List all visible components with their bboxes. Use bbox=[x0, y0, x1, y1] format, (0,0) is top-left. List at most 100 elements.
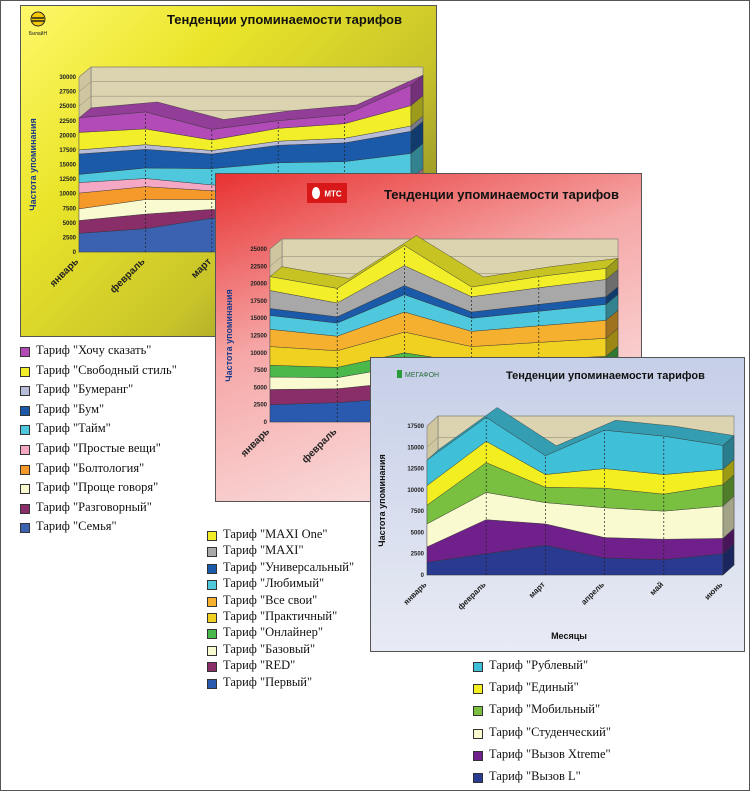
y-axis-title: Частота упоминания bbox=[224, 289, 234, 381]
legend-label: Тариф "MAXI" bbox=[223, 543, 304, 558]
y-axis-title: Частота упоминания bbox=[377, 454, 387, 546]
legend-swatch bbox=[20, 386, 30, 397]
legend-swatch bbox=[473, 706, 483, 717]
x-tick-label: январь bbox=[402, 580, 429, 607]
legend-swatch bbox=[20, 444, 30, 455]
gridline bbox=[269, 256, 618, 267]
y-tick-label: 5000 bbox=[411, 530, 425, 536]
x-tick-label: март bbox=[189, 256, 214, 281]
legend-label: Тариф "Онлайнер" bbox=[223, 625, 323, 640]
y-tick-label: 2500 bbox=[63, 235, 77, 241]
legend-label: Тариф "Студенческий" bbox=[489, 724, 611, 739]
legend-swatch bbox=[20, 523, 30, 534]
legend-swatch bbox=[207, 547, 217, 558]
y-tick-label: 10000 bbox=[59, 192, 76, 198]
y-tick-label: 17500 bbox=[250, 299, 267, 305]
beeline-logo: БилайН bbox=[29, 11, 48, 37]
legend-swatch bbox=[207, 662, 217, 673]
legend-label: Тариф "Вызов Xtreme" bbox=[489, 746, 611, 761]
y-tick-label: 20000 bbox=[250, 282, 267, 288]
legend-label: Тариф "RED" bbox=[223, 658, 296, 673]
y-tick-label: 0 bbox=[264, 420, 268, 426]
legend-swatch bbox=[207, 531, 217, 541]
y-tick-label: 25000 bbox=[59, 104, 76, 110]
chart-title: Тенденции упоминаемости тарифов bbox=[506, 370, 705, 382]
y-tick-label: 10000 bbox=[407, 488, 424, 494]
mts-logo: МТС bbox=[307, 183, 347, 203]
chart-title: Тенденции упоминаемости тарифов bbox=[384, 187, 619, 202]
y-tick-label: 10000 bbox=[250, 351, 267, 357]
beeline-logo-text: БилайН bbox=[29, 30, 48, 37]
legend-label: Тариф "Базовый" bbox=[223, 641, 316, 656]
gridline bbox=[78, 95, 423, 107]
legend-swatch bbox=[20, 425, 30, 436]
gridline bbox=[426, 415, 734, 427]
x-tick-label: апрель bbox=[579, 580, 606, 607]
mts-logo-text: МТС bbox=[324, 190, 342, 199]
gridline bbox=[269, 238, 618, 250]
legend-swatch bbox=[207, 612, 217, 623]
y-tick-label: 25000 bbox=[250, 247, 267, 253]
area-side-face bbox=[605, 257, 619, 280]
y-tick-label: 30000 bbox=[59, 75, 76, 81]
legend-label: Тариф "Рублевый" bbox=[489, 658, 589, 672]
y-tick-label: 12500 bbox=[59, 177, 76, 183]
y-tick-label: 2500 bbox=[411, 552, 425, 558]
legend-label: Тариф "Первый" bbox=[223, 674, 313, 689]
y-tick-label: 7500 bbox=[411, 509, 425, 515]
gridline bbox=[78, 66, 423, 78]
area-side-face bbox=[722, 435, 735, 470]
legend-label: Тариф "Вызов L" bbox=[489, 768, 581, 783]
area-series bbox=[78, 74, 424, 141]
legend-swatch bbox=[20, 464, 30, 475]
y-tick-label: 20000 bbox=[59, 133, 76, 139]
legend-label: Тариф "Бум" bbox=[36, 401, 105, 416]
chart-title: Тенденции упоминаемости тарифов bbox=[167, 12, 402, 27]
legend-swatch bbox=[20, 484, 30, 495]
y-tick-label: 15000 bbox=[250, 316, 267, 322]
legend-label: Тариф "Проще говоря" bbox=[36, 480, 159, 495]
beeline-logo-stripes bbox=[32, 17, 44, 22]
y-tick-label: 15000 bbox=[407, 445, 424, 451]
gridline bbox=[78, 81, 423, 92]
x-tick-label: февраль bbox=[108, 256, 148, 296]
legend-label: Тариф "Практичный" bbox=[223, 608, 338, 623]
megafon-chart-panel: МЕГАФОН Тенденции упоминаемости тарифов … bbox=[370, 357, 745, 652]
y-tick-label: 5000 bbox=[63, 221, 77, 227]
legend-swatch bbox=[207, 629, 217, 640]
y-axis-title: Частота упоминания bbox=[28, 118, 38, 210]
y-tick-label: 7500 bbox=[63, 206, 77, 212]
legend-swatch bbox=[207, 580, 217, 591]
y-tick-label: 15000 bbox=[59, 163, 76, 169]
x-tick-label: май bbox=[648, 580, 665, 597]
legend-swatch bbox=[20, 503, 30, 514]
y-tick-label: 2500 bbox=[254, 403, 268, 409]
legend-swatch bbox=[20, 405, 30, 416]
y-tick-label: 22500 bbox=[59, 119, 76, 125]
x-axis-title: Месяцы bbox=[551, 631, 587, 641]
y-tick-label: 22500 bbox=[250, 264, 267, 270]
area-series bbox=[269, 235, 619, 304]
y-tick-label: 12500 bbox=[250, 334, 267, 340]
legend-label: Тариф "Бумеранг" bbox=[36, 382, 134, 397]
legend-label: Тариф "Универсальный" bbox=[223, 559, 355, 574]
legend-swatch bbox=[473, 772, 483, 783]
megafon-plot: 0 2500 5000 7500 10000 12500 15000 17500 январь ф… bbox=[377, 407, 735, 641]
x-tick-label: февраль bbox=[456, 580, 488, 612]
x-tick-label: январь bbox=[239, 426, 272, 459]
legend-label: Тариф "Разговорный" bbox=[36, 499, 152, 514]
x-tick-label: февраль bbox=[299, 426, 339, 466]
legend-swatch bbox=[207, 563, 217, 574]
y-tick-label: 0 bbox=[421, 573, 425, 579]
y-tick-label: 17500 bbox=[59, 148, 76, 154]
legend-swatch bbox=[20, 347, 30, 357]
x-tick-label: январь bbox=[48, 256, 81, 289]
legend-label: Тариф "Единый" bbox=[489, 680, 579, 695]
y-tick-label: 17500 bbox=[407, 424, 424, 430]
megafon-logo: МЕГАФОН bbox=[397, 370, 439, 379]
x-tick-label: март bbox=[527, 580, 547, 600]
legend-label: Тариф "Простые вещи" bbox=[36, 440, 161, 455]
y-tick-label: 0 bbox=[73, 250, 77, 256]
x-tick-label: июнь bbox=[703, 580, 725, 602]
legend-swatch bbox=[473, 684, 483, 695]
